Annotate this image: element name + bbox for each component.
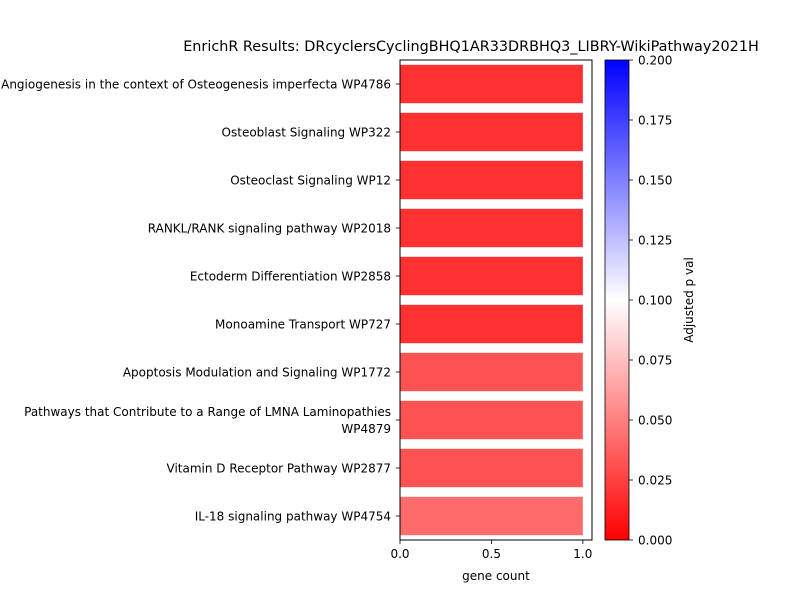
y-tick-label: Vitamin D Receptor Pathway WP2877	[167, 462, 392, 476]
y-tick-labels: Angiogenesis in the context of Osteogene…	[1, 78, 400, 524]
bar	[400, 256, 583, 296]
colorbar-label: Adjusted p val	[682, 257, 696, 343]
x-axis-ticks: 0.0 0.5 1.0	[390, 540, 592, 561]
bar	[400, 352, 583, 392]
colorbar-tick-label: 0.125	[638, 234, 672, 248]
bar	[400, 112, 583, 152]
y-tick-label: Osteoblast Signaling WP322	[222, 126, 391, 140]
bars-group	[400, 64, 583, 536]
colorbar-ticks: 0.000 0.025 0.050 0.075 0.100 0.125 0.150 0.175…	[629, 54, 672, 548]
bar	[400, 160, 583, 200]
y-tick-label: Pathways that Contribute to a Range of L…	[24, 405, 391, 419]
colorbar-tick-label: 0.050	[638, 414, 672, 428]
x-tick-label: 0.0	[390, 547, 409, 561]
colorbar-tick-label: 0.200	[638, 54, 672, 68]
y-tick-label: RANKL/RANK signaling pathway WP2018	[148, 222, 391, 236]
colorbar-tick-label: 0.075	[638, 354, 672, 368]
bar	[400, 448, 583, 488]
colorbar-tick-label: 0.025	[638, 474, 672, 488]
bar	[400, 304, 583, 344]
chart-title: EnrichR Results: DRcyclersCyclingBHQ1AR3…	[183, 39, 759, 55]
colorbar-tick-label: 0.000	[638, 534, 672, 548]
y-tick-label: Monoamine Transport WP727	[215, 318, 391, 332]
plot-frame	[399, 59, 593, 541]
y-tick-label: Ectoderm Differentiation WP2858	[190, 270, 391, 284]
colorbar-tick-label: 0.150	[638, 174, 672, 188]
bar	[400, 496, 583, 536]
colorbar	[604, 59, 630, 541]
y-tick-label: Osteoclast Signaling WP12	[230, 174, 391, 188]
colorbar-tick-label: 0.175	[638, 114, 672, 128]
x-axis-label: gene count	[462, 569, 530, 583]
bar	[400, 400, 583, 440]
x-tick-label: 0.5	[482, 547, 501, 561]
y-tick-label: Angiogenesis in the context of Osteogene…	[1, 78, 391, 92]
y-tick-label: Apoptosis Modulation and Signaling WP177…	[123, 366, 391, 380]
colorbar-tick-label: 0.100	[638, 294, 672, 308]
y-tick-label: WP4879	[341, 422, 391, 436]
bar	[400, 64, 583, 104]
bar	[400, 208, 583, 248]
y-tick-label: IL-18 signaling pathway WP4754	[195, 510, 391, 524]
x-tick-label: 1.0	[573, 547, 592, 561]
